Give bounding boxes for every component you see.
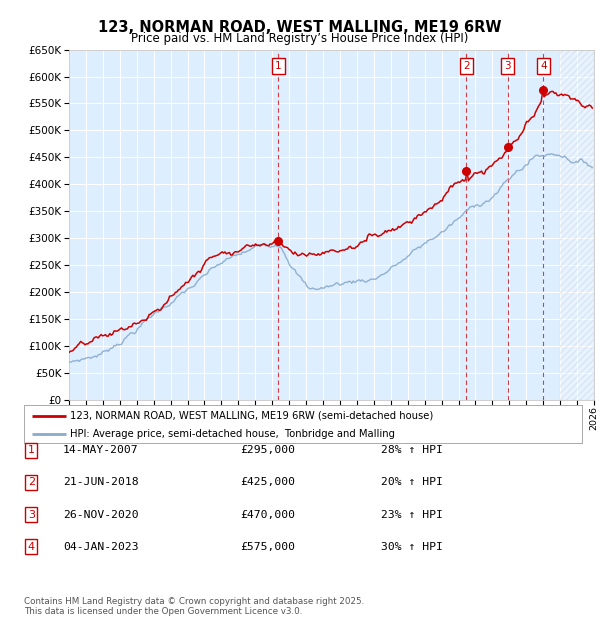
Bar xyxy=(560,50,594,400)
Text: 14-MAY-2007: 14-MAY-2007 xyxy=(63,445,139,455)
Text: £425,000: £425,000 xyxy=(240,477,295,487)
Text: £470,000: £470,000 xyxy=(240,510,295,520)
Text: 20% ↑ HPI: 20% ↑ HPI xyxy=(381,477,443,487)
Text: 3: 3 xyxy=(505,61,511,71)
Text: 123, NORMAN ROAD, WEST MALLING, ME19 6RW: 123, NORMAN ROAD, WEST MALLING, ME19 6RW xyxy=(98,20,502,35)
Text: 4: 4 xyxy=(540,61,547,71)
Text: 1: 1 xyxy=(28,445,35,455)
Text: 3: 3 xyxy=(28,510,35,520)
Text: 04-JAN-2023: 04-JAN-2023 xyxy=(63,542,139,552)
Text: Contains HM Land Registry data © Crown copyright and database right 2025.: Contains HM Land Registry data © Crown c… xyxy=(24,597,364,606)
Text: 23% ↑ HPI: 23% ↑ HPI xyxy=(381,510,443,520)
Text: HPI: Average price, semi-detached house,  Tonbridge and Malling: HPI: Average price, semi-detached house,… xyxy=(70,428,395,439)
Text: 1: 1 xyxy=(275,61,282,71)
Text: 30% ↑ HPI: 30% ↑ HPI xyxy=(381,542,443,552)
Text: This data is licensed under the Open Government Licence v3.0.: This data is licensed under the Open Gov… xyxy=(24,607,302,616)
Text: 123, NORMAN ROAD, WEST MALLING, ME19 6RW (semi-detached house): 123, NORMAN ROAD, WEST MALLING, ME19 6RW… xyxy=(70,410,434,420)
Text: £295,000: £295,000 xyxy=(240,445,295,455)
Text: £575,000: £575,000 xyxy=(240,542,295,552)
Text: 2: 2 xyxy=(28,477,35,487)
Text: 21-JUN-2018: 21-JUN-2018 xyxy=(63,477,139,487)
Text: 2: 2 xyxy=(463,61,470,71)
Text: Price paid vs. HM Land Registry’s House Price Index (HPI): Price paid vs. HM Land Registry’s House … xyxy=(131,32,469,45)
Text: 4: 4 xyxy=(28,542,35,552)
Text: 26-NOV-2020: 26-NOV-2020 xyxy=(63,510,139,520)
Text: 28% ↑ HPI: 28% ↑ HPI xyxy=(381,445,443,455)
